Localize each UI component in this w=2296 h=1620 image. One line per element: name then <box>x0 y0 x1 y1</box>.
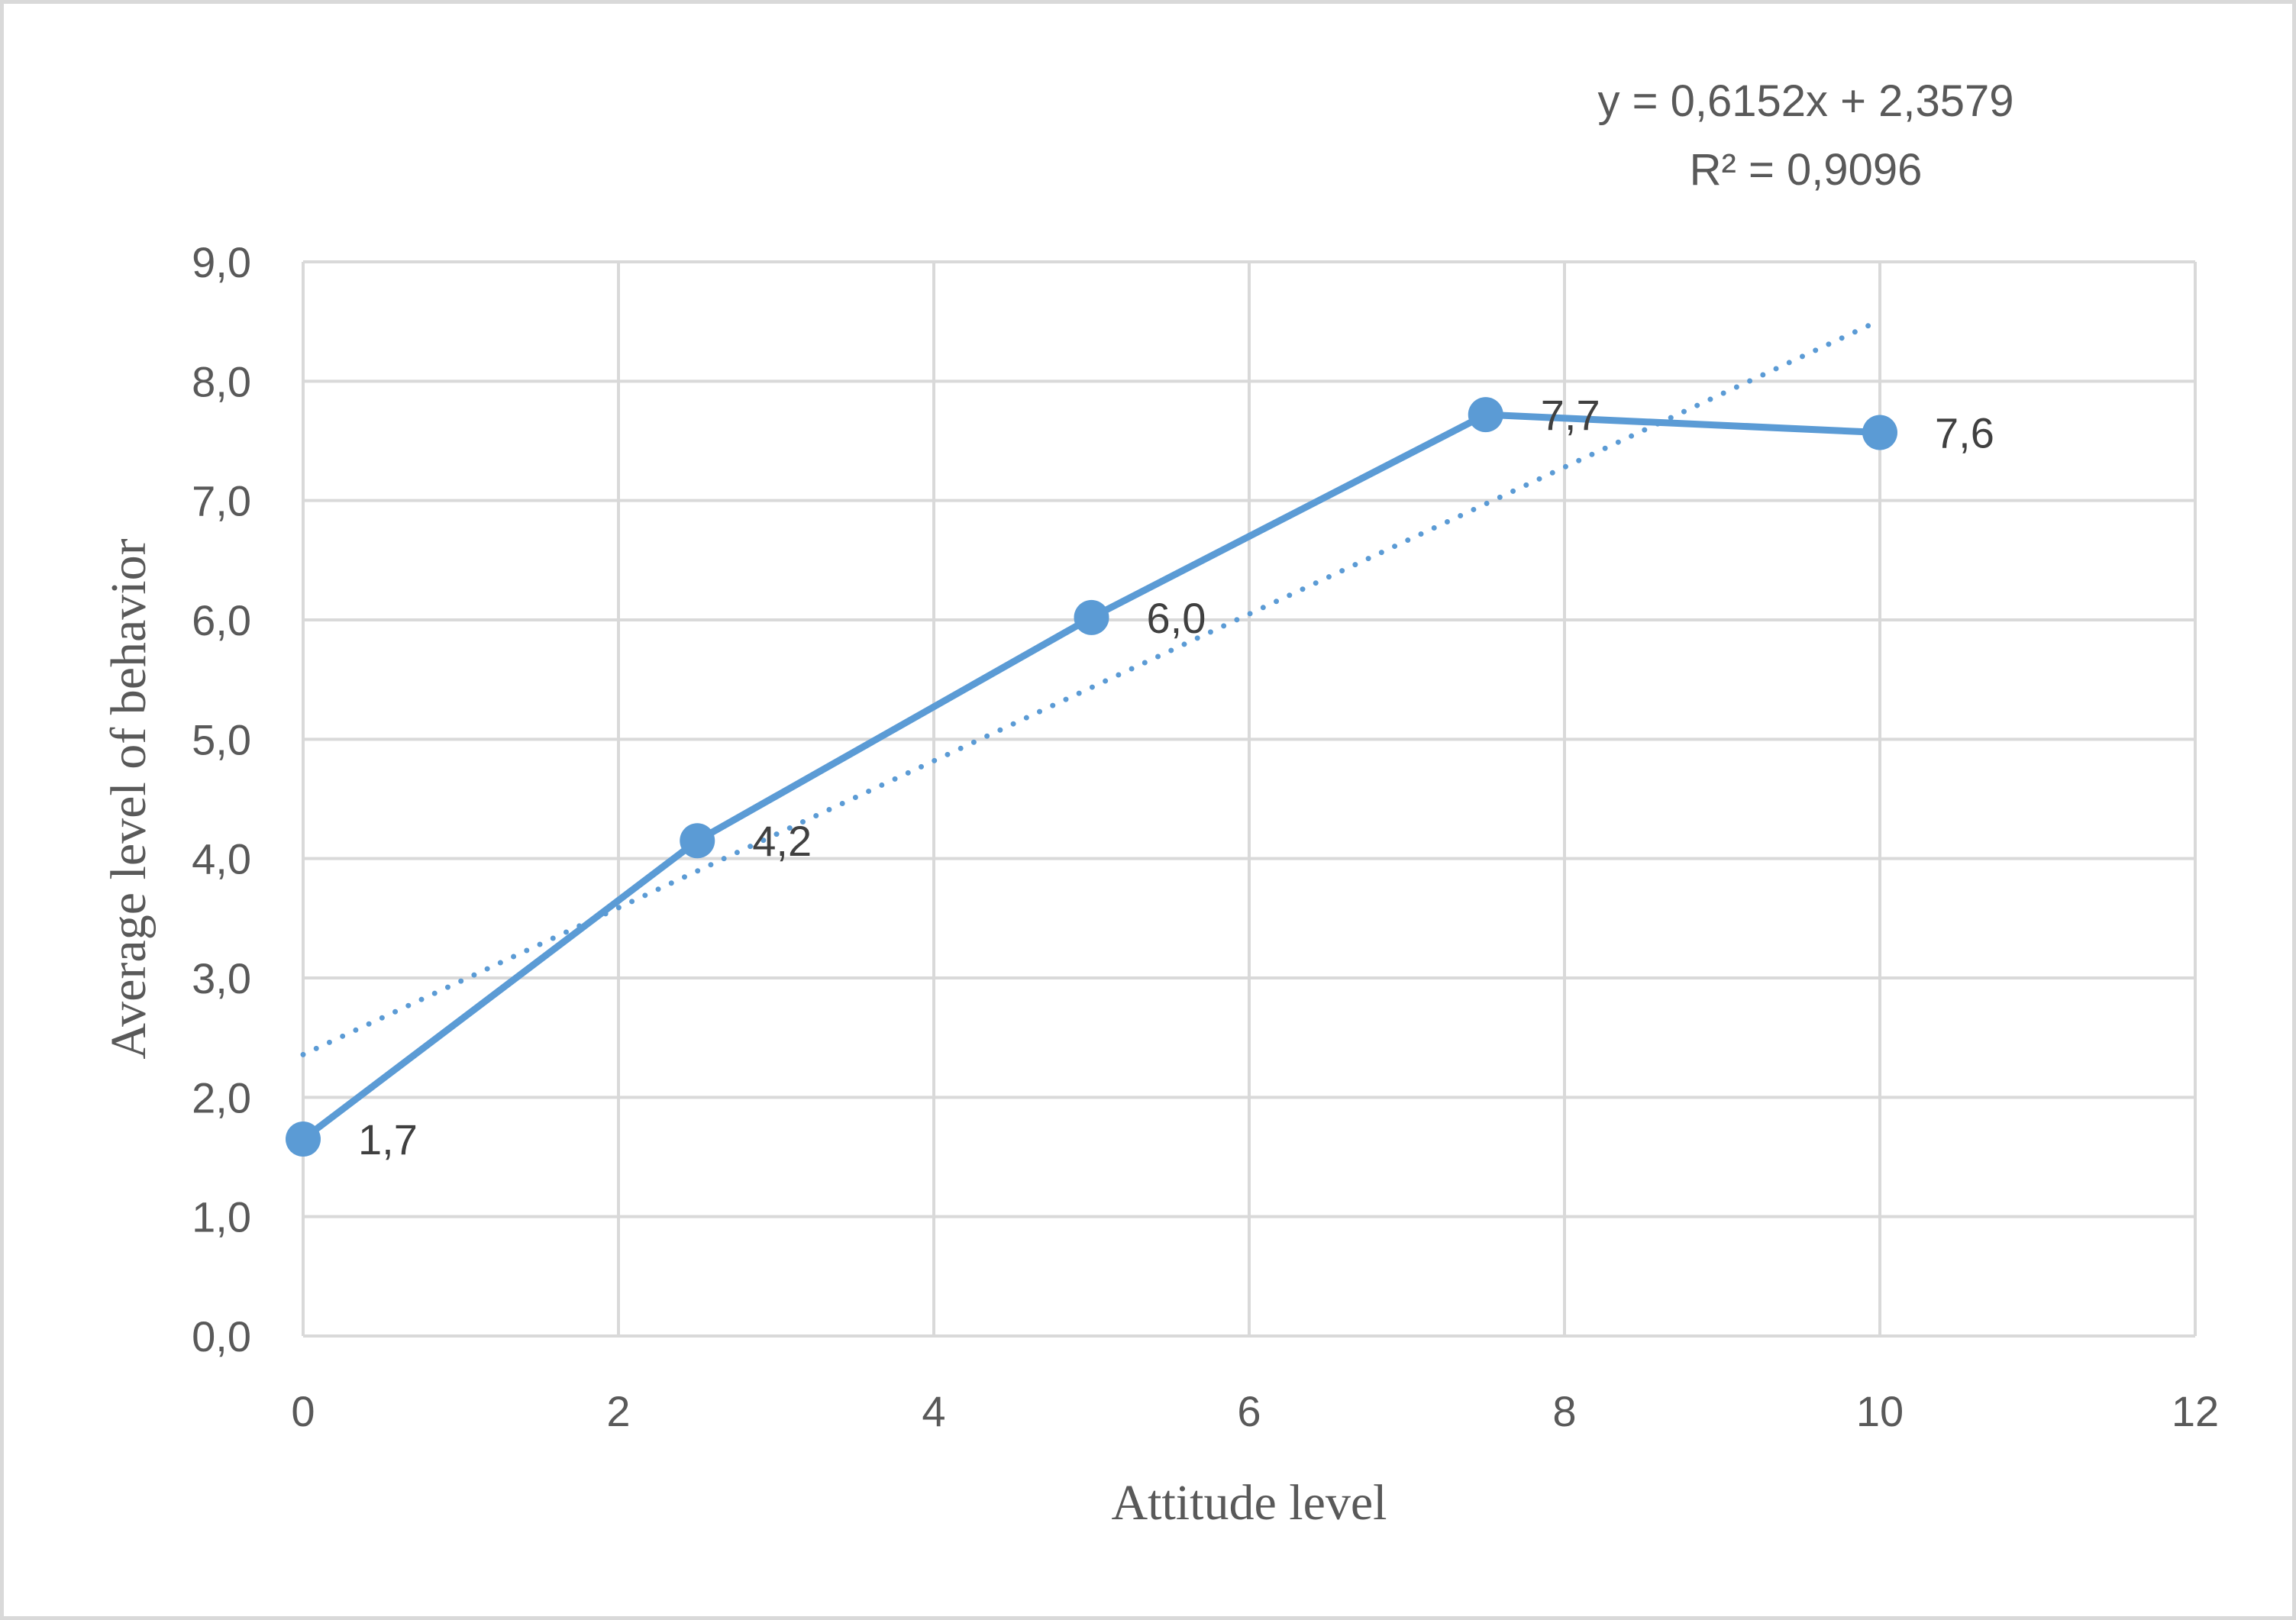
data-point <box>680 823 715 859</box>
grid <box>303 260 2197 1336</box>
data-point <box>1862 415 1897 450</box>
data-label: 4,2 <box>752 817 812 865</box>
x-tick-label: 2 <box>606 1387 630 1435</box>
axes <box>302 262 2195 1338</box>
data-label: 1,7 <box>358 1115 418 1163</box>
trendline-equation: y = 0,6152x + 2,3579 <box>1598 76 2014 126</box>
x-axis-title: Attitude level <box>1111 1475 1387 1531</box>
series-group <box>286 397 1897 1157</box>
y-tick-label: 0,0 <box>192 1312 251 1360</box>
trendline <box>300 318 1883 1057</box>
y-tick-label: 5,0 <box>192 715 251 763</box>
x-tick-label: 0 <box>291 1387 315 1435</box>
trendline-r-squared: R² = 0,9096 <box>1690 145 1923 195</box>
data-labels: 1,7 4,2 6,0 7,7 7,6 <box>358 391 1994 1163</box>
series-line <box>301 411 1881 1142</box>
y-axis-title: Average level of behavior <box>101 538 157 1059</box>
y-tick-label: 4,0 <box>192 835 251 883</box>
y-tick-label: 9,0 <box>192 238 251 286</box>
x-tick-label: 4 <box>922 1387 945 1435</box>
data-label: 7,6 <box>1935 409 1994 457</box>
y-tick-label: 2,0 <box>192 1073 251 1121</box>
data-point <box>1074 599 1109 635</box>
y-tick-label: 6,0 <box>192 596 251 644</box>
x-tick-label: 8 <box>1552 1387 1576 1435</box>
data-point <box>286 1121 321 1157</box>
x-tick-label: 12 <box>2172 1387 2219 1435</box>
trendline-group <box>300 318 1883 1057</box>
y-tick-label: 7,0 <box>192 477 251 525</box>
tick-labels: 0,0 1,0 2,0 3,0 4,0 5,0 6,0 7,0 8,0 9,0 0 2 4 6 8 10 12 <box>192 238 2219 1435</box>
data-label: 6,0 <box>1147 594 1206 642</box>
y-tick-label: 8,0 <box>192 357 251 405</box>
data-point <box>1468 397 1503 433</box>
data-label: 7,7 <box>1541 391 1600 439</box>
y-tick-label: 1,0 <box>192 1193 251 1241</box>
y-tick-label: 3,0 <box>192 954 251 1002</box>
x-tick-label: 6 <box>1237 1387 1261 1435</box>
x-tick-label: 10 <box>1856 1387 1904 1435</box>
